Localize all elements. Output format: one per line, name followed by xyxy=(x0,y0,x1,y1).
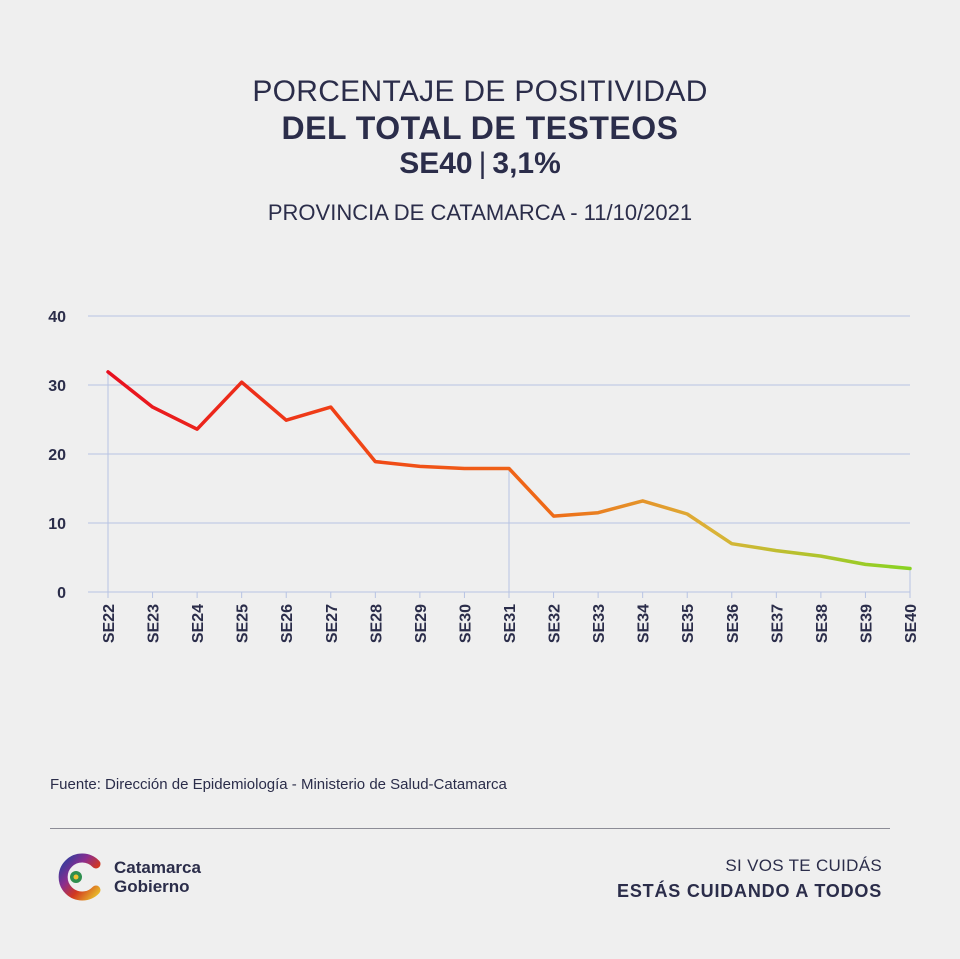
logo-line-1: Catamarca xyxy=(114,858,201,877)
x-tick-label: SE27 xyxy=(324,604,341,643)
data-point-se22 xyxy=(106,370,110,374)
x-tick-label: SE28 xyxy=(368,604,385,643)
x-tick-label: SE22 xyxy=(101,604,118,643)
logo-line-2: Gobierno xyxy=(114,877,190,896)
slogan-line-2: ESTÁS CUIDANDO A TODOS xyxy=(617,881,882,901)
y-tick-label: 0 xyxy=(57,585,66,602)
x-axis-ticks: SE22 SE23 SE24 SE25 SE26 SE27 SE28 SE29 SE30 SE31… xyxy=(101,592,920,643)
data-point-se37 xyxy=(774,549,778,553)
data-point-se26 xyxy=(284,418,288,422)
x-tick-label: SE31 xyxy=(502,604,519,643)
source-note: Fuente: Dirección de Epidemiología - Min… xyxy=(50,776,507,793)
x-tick-label: SE30 xyxy=(457,604,474,643)
data-point-se27 xyxy=(329,405,333,409)
data-point-se29 xyxy=(418,464,422,468)
logo-wordmark: Catamarca Gobierno xyxy=(114,858,201,896)
x-tick-label: SE32 xyxy=(547,604,564,643)
data-point-se36 xyxy=(730,542,734,546)
title-line-2: DEL TOTAL DE TESTEOS xyxy=(281,110,679,146)
footer-divider xyxy=(50,828,890,829)
data-point-se32 xyxy=(552,514,556,518)
catamarca-c-logo-icon xyxy=(58,853,101,901)
catamarca-gobierno-logo: Catamarca Gobierno xyxy=(56,852,201,902)
x-tick-label: SE26 xyxy=(279,604,296,643)
y-tick-label: 20 xyxy=(48,447,66,464)
data-point-se34 xyxy=(641,499,645,503)
chart-header: PORCENTAJE DE POSITIVIDAD DEL TOTAL DE T… xyxy=(0,74,960,226)
x-tick-label: SE36 xyxy=(725,604,742,643)
x-tick-label: SE39 xyxy=(858,604,875,643)
y-tick-label: 30 xyxy=(48,378,66,395)
x-tick-label: SE23 xyxy=(146,604,163,643)
data-point-se25 xyxy=(240,380,244,384)
slogan-line-1: SI VOS TE CUIDÁS xyxy=(725,856,882,875)
data-point-se38 xyxy=(819,554,823,558)
data-point-se40 xyxy=(908,567,912,571)
x-tick-label: SE34 xyxy=(636,604,653,643)
x-tick-label: SE33 xyxy=(591,604,608,643)
data-point-se33 xyxy=(596,511,600,515)
subtitle: PROVINCIA DE CATAMARCA - 11/10/2021 xyxy=(267,200,693,225)
data-point-se30 xyxy=(462,466,466,470)
data-point-se28 xyxy=(373,460,377,464)
week-summary: SE40 | 3,1% xyxy=(0,146,960,182)
x-tick-label: SE40 xyxy=(903,604,920,643)
positivity-series-line xyxy=(106,370,912,571)
x-tick-label: SE35 xyxy=(680,604,697,643)
x-tick-label: SE25 xyxy=(235,604,252,643)
week-separator: | xyxy=(478,147,487,180)
data-point-se35 xyxy=(685,512,689,516)
title-line-1: PORCENTAJE DE POSITIVIDAD xyxy=(252,75,708,108)
data-point-se39 xyxy=(863,562,867,566)
y-tick-label: 10 xyxy=(48,516,66,533)
x-tick-label: SE38 xyxy=(814,604,831,643)
y-tick-label: 40 xyxy=(48,309,66,326)
y-axis-ticks: 0 10 20 30 40 xyxy=(48,309,66,602)
data-point-se31 xyxy=(507,466,511,470)
x-tick-label: SE29 xyxy=(413,604,430,643)
data-point-se23 xyxy=(151,405,155,409)
grid-layer xyxy=(88,315,911,593)
week-label: SE40 xyxy=(399,147,473,180)
data-point-se24 xyxy=(195,427,199,431)
week-value: 3,1% xyxy=(492,147,561,180)
x-tick-label: SE24 xyxy=(190,604,207,643)
x-tick-label: SE37 xyxy=(769,604,786,643)
campaign-slogan: SI VOS TE CUIDÁS ESTÁS CUIDANDO A TODOS xyxy=(617,856,882,902)
